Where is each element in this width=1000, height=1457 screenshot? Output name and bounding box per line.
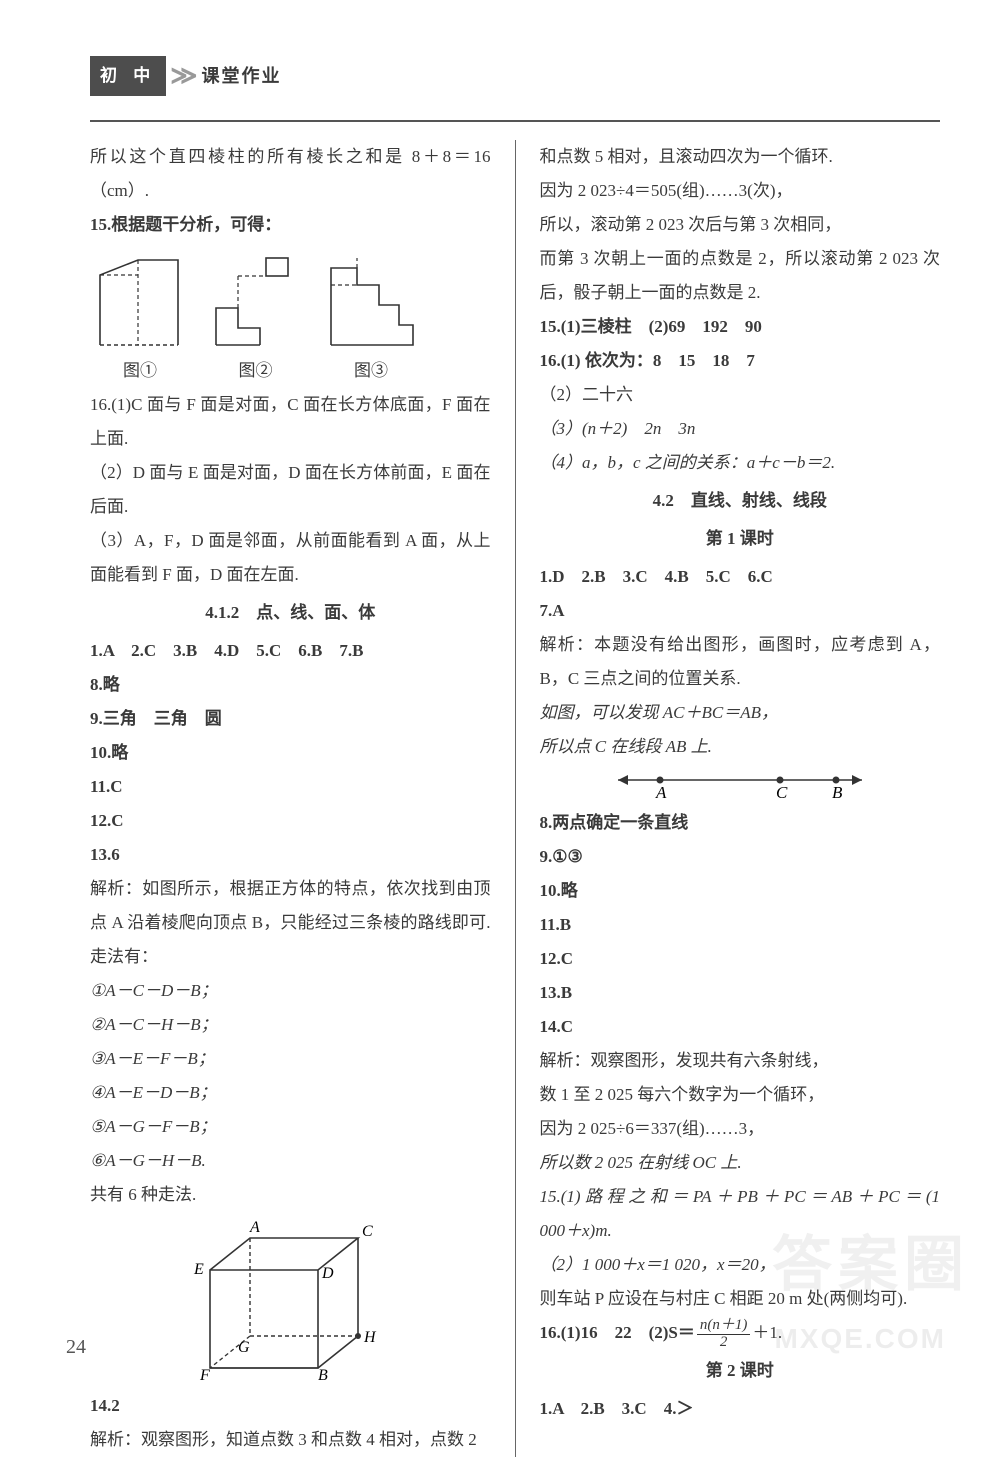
answer-line: 1.A 2.B 3.C 4.＞: [540, 1392, 941, 1426]
svg-text:A: A: [655, 783, 667, 802]
svg-text:C: C: [776, 783, 788, 802]
text-line: 而第 3 次朝上一面的点数是 2，所以滚动第 2 023 次后，骰子朝上一面的点…: [540, 242, 941, 310]
section-title: 4.1.2 点、线、面、体: [90, 596, 491, 630]
fig-label: 图③: [321, 354, 421, 388]
answer-line: 10.略: [540, 874, 941, 908]
page-header: 初 中 ≫ 课堂作业: [90, 50, 940, 102]
answer-line: 16.(1) 依次为：8 15 18 7: [540, 344, 941, 378]
text-line: （3）(n＋2) 2n 3n: [540, 412, 941, 446]
answer-line: 13.B: [540, 976, 941, 1010]
cube-label-D: D: [321, 1265, 334, 1282]
answer-line: 14.C: [540, 1010, 941, 1044]
route-line: ④A－E－D－B；: [90, 1076, 491, 1110]
cube-label-H: H: [363, 1329, 377, 1346]
answer-line: 11.B: [540, 908, 941, 942]
answer-line: 13.6: [90, 838, 491, 872]
answer-line: 12.C: [90, 804, 491, 838]
text-line: 所以，滚动第 2 023 次后与第 3 次相同，: [540, 208, 941, 242]
text-line: （3）A，F，D 面是邻面，从前面能看到 A 面，从上面能看到 F 面，D 面在…: [90, 524, 491, 592]
watermark-cn: 答案圈: [772, 1205, 970, 1325]
header-title: 课堂作业: [201, 58, 281, 94]
text-line: 因为 2 023÷4＝505(组)……3(次)，: [540, 174, 941, 208]
text-line: 所以这个直四棱柱的所有棱长之和是 8＋8＝16（cm）.: [90, 140, 491, 208]
text-line: 解析：如图所示，根据正方体的特点，依次找到由顶点 A 沿着棱爬向顶点 B，只能经…: [90, 872, 491, 974]
answer-line: 14.2: [90, 1389, 491, 1423]
section-title: 4.2 直线、射线、线段: [540, 484, 941, 518]
text-line: 如图，可以发现 AC＋BC＝AB，: [540, 696, 941, 730]
figure-2: [208, 250, 303, 350]
answer-line: 8.略: [90, 668, 491, 702]
answer-line: 7.A: [540, 594, 941, 628]
text-line: （2）D 面与 E 面是对面，D 面在长方体前面，E 面在后面.: [90, 456, 491, 524]
answer-line: 8.两点确定一条直线: [540, 806, 941, 840]
q16-prefix: 16.(1)16 22 (2)S＝: [540, 1323, 695, 1342]
cube-label-G: G: [238, 1339, 250, 1356]
chevron-icon: ≫: [170, 50, 189, 102]
page-number: 24: [66, 1327, 86, 1367]
header-badge: 初 中: [90, 56, 166, 96]
route-line: ①A－C－D－B；: [90, 974, 491, 1008]
text-line: 和点数 5 相对，且滚动四次为一个循环.: [540, 140, 941, 174]
answer-line: 9.三角 三角 圆: [90, 702, 491, 736]
fraction: n(n＋1)2: [697, 1318, 751, 1351]
answer-line: 12.C: [540, 942, 941, 976]
route-line: ⑥A－G－H－B.: [90, 1144, 491, 1178]
route-line: ③A－E－F－B；: [90, 1042, 491, 1076]
answer-line: 10.略: [90, 736, 491, 770]
text-line: （4）a，b，c 之间的关系：a＋c－b＝2.: [540, 446, 941, 480]
answer-line: 9.①③: [540, 840, 941, 874]
answer-line: 1.A 2.C 3.B 4.D 5.C 6.B 7.B: [90, 634, 491, 668]
figure-row: [90, 250, 491, 350]
text-line: 解析：观察图形，知道点数 3 和点数 4 相对，点数 2: [90, 1423, 491, 1457]
fig-label: 图②: [208, 354, 303, 388]
left-column: 所以这个直四棱柱的所有棱长之和是 8＋8＝16（cm）. 15.根据题干分析，可…: [90, 140, 491, 1457]
header-rule: [90, 120, 940, 122]
text-line: 所以点 C 在线段 AB 上.: [540, 730, 941, 764]
fig-label: 图①: [90, 354, 190, 388]
figure-3: [321, 250, 421, 350]
segment-diagram: A C B: [610, 768, 870, 802]
text-line: 16.(1)C 面与 F 面是对面，C 面在长方体底面，F 面在上面.: [90, 388, 491, 456]
figure-labels: 图① 图② 图③: [90, 354, 491, 388]
answer-line: 1.D 2.B 3.C 4.B 5.C 6.C: [540, 560, 941, 594]
cube-label-E: E: [193, 1261, 204, 1278]
text-line: （2）二十六: [540, 378, 941, 412]
cube-label-C: C: [362, 1223, 373, 1240]
figure-1: [90, 250, 190, 350]
answer-line: 11.C: [90, 770, 491, 804]
text-line: 解析：本题没有给出图形，画图时，应考虑到 A，B，C 三点之间的位置关系.: [540, 628, 941, 696]
cube-label-A: A: [249, 1219, 260, 1236]
answer-line: 15.(1)三棱柱 (2)69 192 90: [540, 310, 941, 344]
watermark-en: MXQE.COM: [774, 1311, 946, 1367]
cube-label-B: B: [318, 1367, 328, 1383]
subsection-title: 第 1 课时: [540, 522, 941, 556]
text-line: 所以数 2 025 在射线 OC 上.: [540, 1146, 941, 1180]
column-divider: [515, 140, 516, 1457]
svg-text:B: B: [832, 783, 843, 802]
cube-label-F: F: [199, 1367, 210, 1383]
text-line: 解析：观察图形，发现共有六条射线，: [540, 1044, 941, 1078]
text-line: 因为 2 025÷6＝337(组)……3，: [540, 1112, 941, 1146]
text-line: 15.根据题干分析，可得：: [90, 208, 491, 242]
route-line: ⑤A－G－F－B；: [90, 1110, 491, 1144]
route-line: ②A－C－H－B；: [90, 1008, 491, 1042]
text-line: 共有 6 种走法.: [90, 1178, 491, 1212]
text-line: 数 1 至 2 025 每六个数字为一个循环，: [540, 1078, 941, 1112]
cube-diagram: A C E D G H F B: [180, 1218, 400, 1383]
